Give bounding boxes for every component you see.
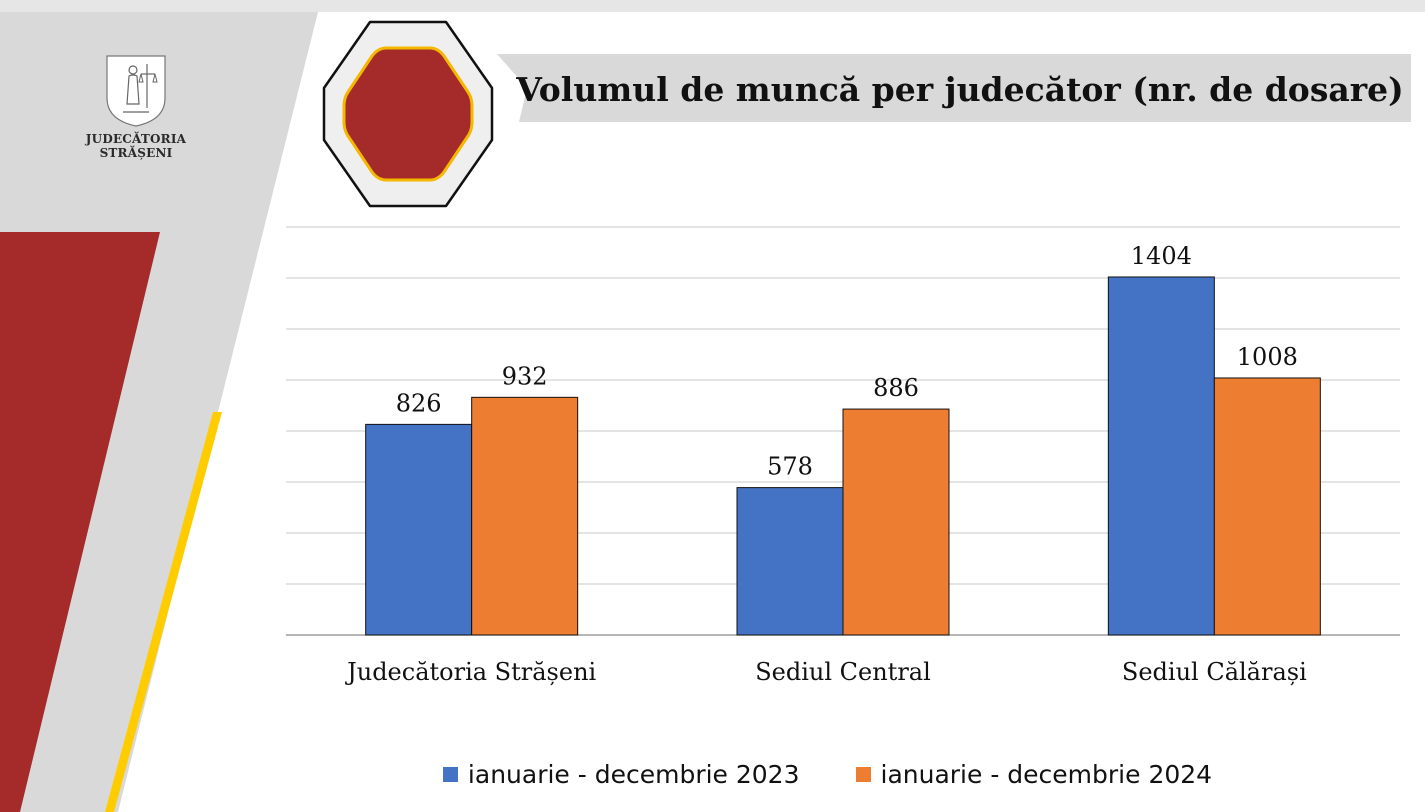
court-name: JUDECĂTORIA STRĂȘENI <box>70 132 202 160</box>
data-label: 826 <box>396 389 442 417</box>
data-label: 886 <box>873 374 919 402</box>
bar <box>1107 276 1215 636</box>
slide: JUDECĂTORIA STRĂȘENI Volumul de muncă pe… <box>0 12 1425 812</box>
legend-item-2024: ianuarie - decembrie 2024 <box>855 760 1213 789</box>
data-label: 578 <box>767 453 813 481</box>
legend-item-2023: ianuarie - decembrie 2023 <box>442 760 800 789</box>
category-labels: Judecătoria Strășeni Sediul Central Sediul… <box>344 658 1307 686</box>
legend-swatch-2024 <box>855 767 871 782</box>
category-label: Judecătoria Strășeni <box>344 658 596 686</box>
court-name-line2: STRĂȘENI <box>99 146 173 160</box>
category-label: Sediul Călărași <box>1122 658 1307 686</box>
data-label: 932 <box>502 362 548 390</box>
bar <box>365 423 473 636</box>
court-logo: JUDECĂTORIA STRĂȘENI <box>70 52 202 160</box>
legend-label-2024: ianuarie - decembrie 2024 <box>880 760 1213 789</box>
yellow-diagonal-stripe <box>105 412 222 812</box>
data-label: 1404 <box>1131 242 1192 270</box>
justice-crest-icon <box>106 55 166 127</box>
bar-chart: 826 932 578 886 1404 1008 Judecătoria Strășen… <box>286 226 1400 686</box>
bars <box>365 276 1321 636</box>
legend: ianuarie - decembrie 2023 ianuarie - dec… <box>0 760 1425 789</box>
category-label: Sediul Central <box>755 658 931 686</box>
court-name-line1: JUDECĂTORIA <box>85 132 187 146</box>
data-labels: 826 932 578 886 1404 1008 <box>396 242 1298 481</box>
bar <box>842 408 950 636</box>
bar <box>471 396 579 636</box>
bar <box>1213 377 1321 636</box>
data-label: 1008 <box>1237 343 1298 371</box>
decorative-background <box>0 12 318 812</box>
red-diagonal-panel <box>0 232 160 812</box>
chart-title: Volumul de muncă per judecător (nr. de d… <box>516 70 1404 109</box>
gray-diagonal-panel <box>0 12 318 812</box>
bar <box>736 487 844 636</box>
hexagon-emblem <box>322 20 494 208</box>
legend-swatch-2023 <box>442 767 458 782</box>
legend-label-2023: ianuarie - decembrie 2023 <box>467 760 800 789</box>
title-banner <box>497 54 1411 122</box>
